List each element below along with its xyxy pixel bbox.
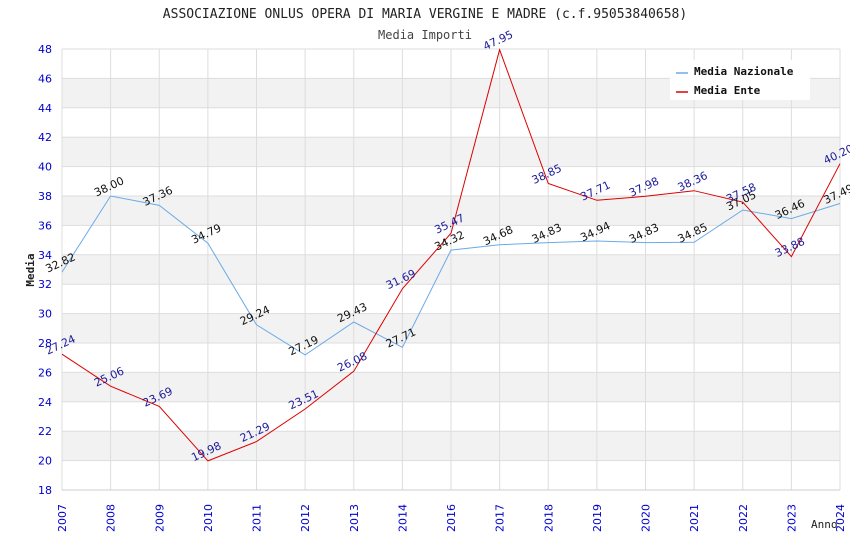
series-line-ente [61, 48, 841, 462]
x-tick-label: 2019 [591, 504, 604, 532]
x-tick-label: 2008 [105, 504, 118, 532]
x-tick-label: 2012 [299, 504, 312, 532]
y-tick-label: 34 [38, 249, 52, 262]
x-tick-label: 2022 [737, 504, 750, 532]
y-tick-label: 44 [38, 102, 52, 115]
legend-label-ente: Media Ente [694, 84, 761, 97]
x-tick-label: 2020 [640, 504, 653, 532]
y-tick-label: 48 [38, 43, 52, 56]
y-tick-label: 24 [38, 396, 52, 409]
y-tick-label: 40 [38, 161, 52, 174]
legend-label-nazionale: Media Nazionale [694, 65, 794, 78]
y-tick-label: 18 [38, 484, 52, 497]
y-tick-label: 26 [38, 366, 52, 379]
x-tick-label: 2024 [834, 504, 847, 532]
y-tick-label: 20 [38, 455, 52, 468]
y-tick-label: 46 [38, 72, 52, 85]
x-tick-label: 2018 [542, 504, 555, 532]
y-axis-ticks: 18 20 22 24 26 28 30 32 34 36 38 40 42 44 46 48 [38, 43, 52, 497]
y-axis-label: Media [24, 253, 37, 286]
y-tick-label: 32 [38, 278, 52, 291]
legend-box [670, 60, 810, 100]
y-tick-label: 30 [38, 308, 52, 321]
gridlines [61, 48, 841, 491]
x-tick-label: 2011 [251, 504, 264, 532]
x-tick-label: 2013 [348, 504, 361, 532]
y-tick-label: 42 [38, 131, 52, 144]
chart-subtitle: Media Importi [378, 28, 472, 42]
series-line-nazionale [61, 195, 841, 356]
y-tick-label: 22 [38, 425, 52, 438]
x-tick-label: 2010 [202, 504, 215, 532]
y-tick-label: 38 [38, 190, 52, 203]
chart-title: ASSOCIAZIONE ONLUS OPERA DI MARIA VERGIN… [163, 7, 687, 22]
series-lines [61, 48, 841, 462]
legend: Media Nazionale Media Ente [670, 60, 810, 100]
y-tick-label: 36 [38, 219, 52, 232]
x-tick-label: 2014 [396, 504, 409, 532]
x-tick-label: 2016 [445, 504, 458, 532]
x-axis-ticks: 2007 2008 2009 2010 2011 2012 2013 2014 2016 2017… [56, 504, 847, 532]
x-tick-label: 2023 [785, 504, 798, 532]
x-axis-label: Anno [811, 518, 838, 531]
x-tick-label: 2017 [494, 504, 507, 532]
x-tick-label: 2007 [56, 504, 69, 532]
x-tick-label: 2021 [688, 504, 701, 532]
y-tick-label: 28 [38, 337, 52, 350]
x-tick-label: 2009 [153, 504, 166, 532]
